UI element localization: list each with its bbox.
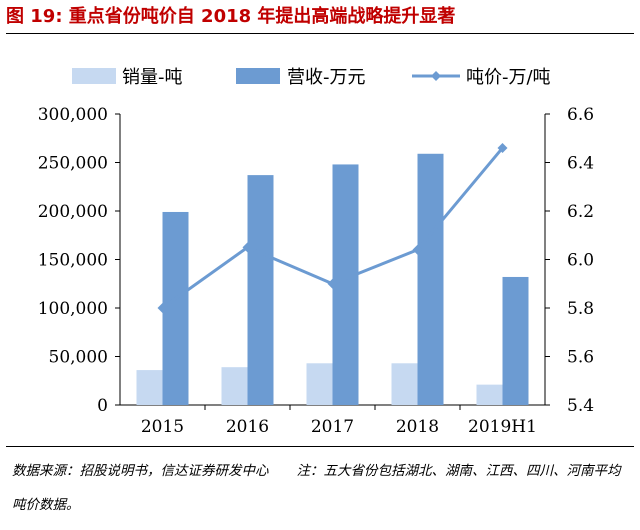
y-left-tick-label: 200,000 bbox=[38, 202, 108, 222]
bar-volume bbox=[136, 370, 163, 405]
bar-revenue bbox=[247, 175, 274, 405]
price-point bbox=[157, 303, 168, 313]
price-point bbox=[327, 278, 338, 289]
y-left-tick-label: 150,000 bbox=[38, 251, 108, 271]
x-tick-label: 2019H1 bbox=[468, 417, 537, 437]
y-left-tick-label: 50,000 bbox=[49, 348, 108, 368]
bar-volume bbox=[476, 384, 503, 405]
y-left-tick-label: 300,000 bbox=[38, 105, 108, 125]
bars bbox=[136, 153, 529, 405]
bottom-rule bbox=[6, 446, 634, 447]
legend-label-volume: 销量-吨 bbox=[122, 67, 183, 88]
y-left-tick-label: 0 bbox=[97, 396, 108, 416]
y-right-tick-label: 6.2 bbox=[567, 202, 594, 222]
price-point bbox=[242, 242, 253, 253]
y-right-tick-label: 6.0 bbox=[567, 251, 594, 271]
price-line bbox=[157, 142, 508, 313]
combo-chart: 销量-吨 营收-万元 吨价-万/吨 0 50,000 100,000 150,000 200… bbox=[38, 67, 594, 437]
price-point bbox=[412, 244, 423, 255]
bar-volume bbox=[221, 367, 248, 405]
axes: 0 50,000 100,000 150,000 200,000 250,000 300,0… bbox=[38, 105, 594, 437]
footnote-text: 注：五大省份包括湖北、湖南、江西、四川、河南平均吨价数据。 bbox=[12, 463, 621, 513]
legend-label-revenue: 营收-万元 bbox=[287, 67, 366, 88]
legend-label-price: 吨价-万/吨 bbox=[466, 67, 551, 88]
legend-swatch-volume bbox=[72, 68, 116, 84]
legend: 销量-吨 营收-万元 吨价-万/吨 bbox=[72, 67, 551, 88]
x-tick-label: 2015 bbox=[141, 417, 184, 437]
y-right-tick-label: 5.4 bbox=[567, 396, 594, 416]
y-right-tick-label: 5.6 bbox=[567, 348, 594, 368]
y-left-tick-label: 100,000 bbox=[38, 299, 108, 319]
x-tick-label: 2018 bbox=[396, 417, 439, 437]
x-tick-label: 2016 bbox=[226, 417, 269, 437]
y-left-tick-label: 250,000 bbox=[38, 154, 108, 174]
y-right-tick-label: 6.6 bbox=[567, 105, 594, 125]
x-tick-label: 2017 bbox=[311, 417, 354, 437]
price-point bbox=[497, 142, 508, 153]
bar-volume bbox=[306, 363, 333, 405]
legend-swatch-revenue bbox=[236, 68, 280, 84]
y-right-tick-label: 6.4 bbox=[567, 154, 594, 174]
y-right-tick-label: 5.8 bbox=[567, 299, 594, 319]
bar-revenue bbox=[417, 153, 444, 405]
bar-revenue bbox=[332, 164, 359, 405]
source-note: 数据来源：招股说明书，信达证券研发中心 注：五大省份包括湖北、湖南、江西、四川、河… bbox=[12, 454, 630, 522]
bar-revenue bbox=[502, 276, 529, 405]
source-text: 数据来源：招股说明书，信达证券研发中心 bbox=[12, 463, 269, 479]
figure-title: 图 19: 重点省份吨价自 2018 年提出高端战略提升显著 bbox=[6, 6, 456, 27]
top-rule bbox=[6, 33, 634, 34]
bar-volume bbox=[391, 363, 418, 405]
legend-marker-price bbox=[431, 71, 441, 81]
